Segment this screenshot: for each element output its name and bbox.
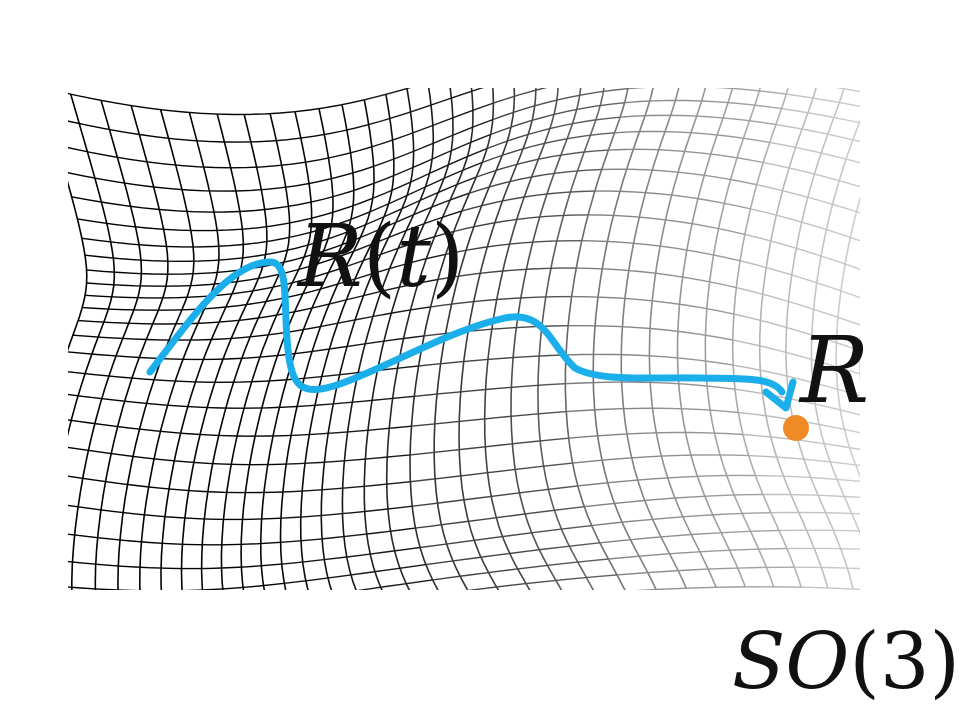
target-point (783, 415, 809, 441)
path-label-open-paren: ( (363, 207, 397, 307)
path-label-symbol: R (296, 207, 363, 307)
grid-line-vertical (883, 81, 953, 596)
trajectory-curve (146, 258, 786, 396)
path-label-variable: t (396, 207, 431, 307)
grid-line-horizontal (170, 629, 299, 645)
arrowhead (762, 378, 797, 412)
grid-line-horizontal (490, 42, 629, 64)
grid-line-horizontal (448, 591, 626, 608)
target-label: R (798, 317, 869, 424)
grid-line-horizontal (630, 41, 794, 52)
grid-line-horizontal (163, 600, 288, 611)
path-label-close-paren: ) (431, 207, 465, 307)
target-label-symbol: R (798, 317, 869, 424)
manifold-label-symbol: SO (732, 617, 849, 707)
grid-line-horizontal (293, 594, 440, 615)
grid-line-horizontal (299, 608, 448, 629)
grid-line-horizontal (631, 58, 793, 67)
manifold-label-close-paren: ) (929, 617, 959, 707)
grid-line-horizontal (166, 615, 293, 629)
manifold-label-dimension: 3 (880, 617, 930, 707)
grid-fade-overlay (68, 88, 860, 590)
grid-line-vertical (859, 334, 860, 385)
grid-line-horizontal (23, 608, 163, 612)
grid-line-horizontal (630, 72, 790, 80)
manifold-label-open-paren: ( (849, 617, 879, 707)
grid-line-horizontal (493, 59, 631, 85)
grid-line-horizontal (793, 52, 953, 80)
grid-line-horizontal (28, 646, 171, 650)
path-label: R(t) (296, 207, 464, 307)
grid-line-horizontal (24, 629, 166, 631)
manifold-label: SO(3) (732, 617, 960, 707)
